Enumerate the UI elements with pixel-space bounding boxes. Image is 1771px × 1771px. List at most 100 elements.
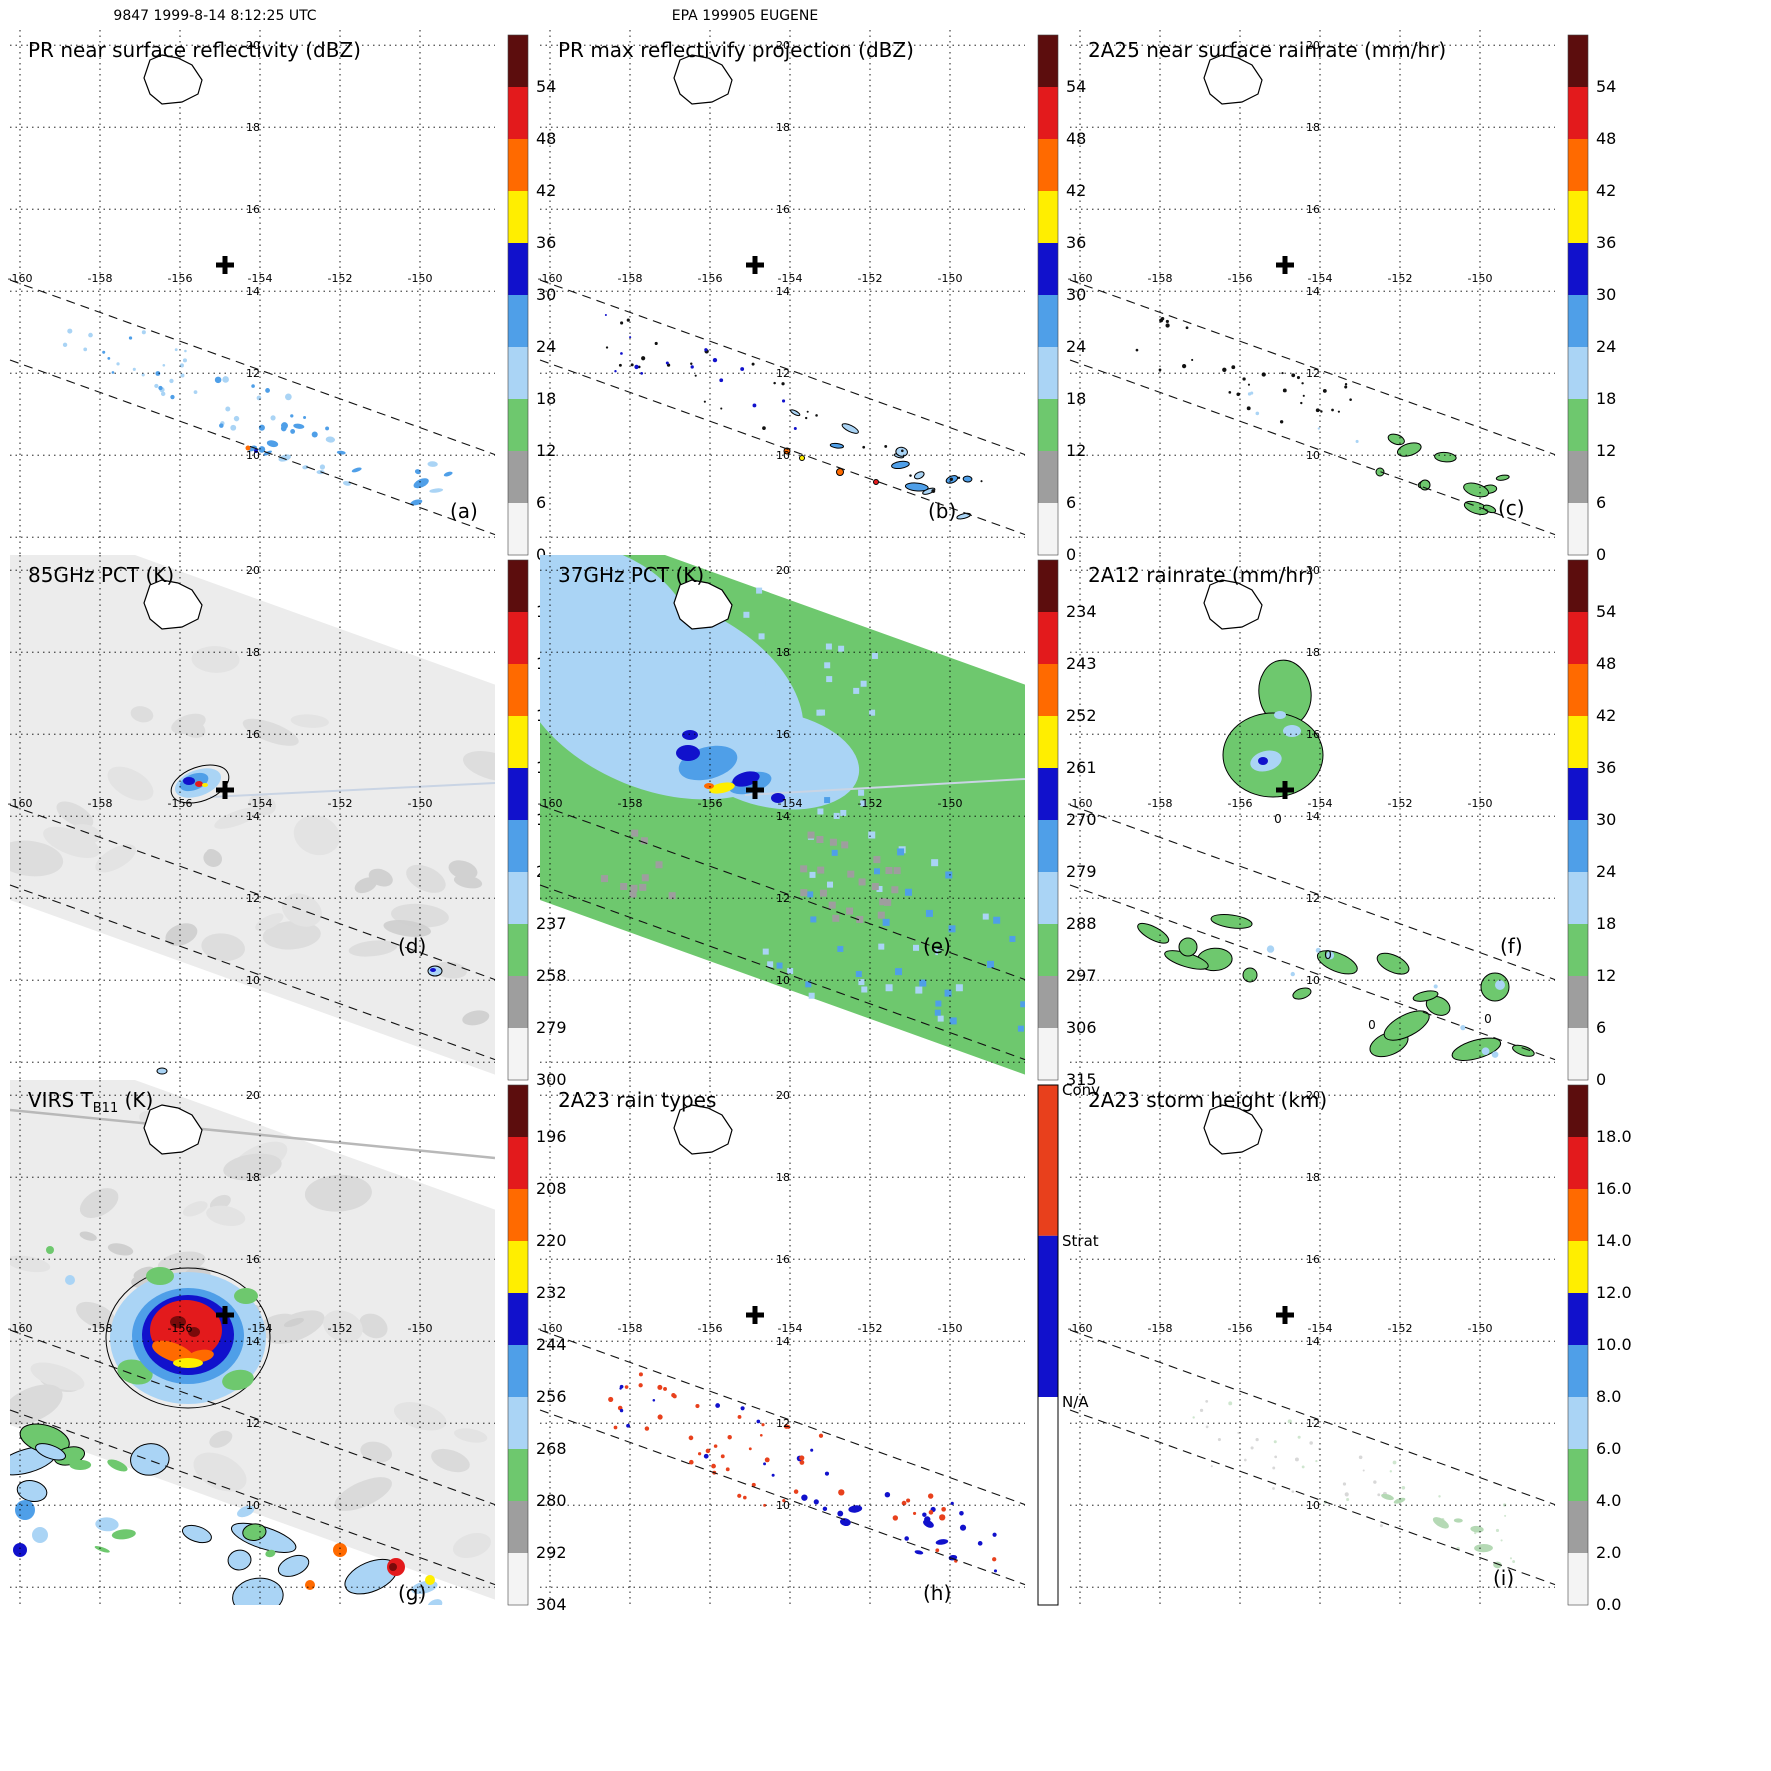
colorbar-a: 54 48 42 36 30 24 18 12 6 0: [507, 34, 556, 564]
lon-label: -150: [938, 1322, 963, 1335]
data-speckles: [862, 444, 983, 493]
colorbar-tick-label: 252: [1066, 706, 1097, 725]
feature-blob: [676, 745, 700, 761]
lat-label: 18: [1306, 121, 1320, 134]
lat-label: 10: [246, 449, 260, 462]
colorbar-tick-label: 0: [1596, 1070, 1606, 1089]
feature-blob: [188, 1327, 200, 1337]
lat-label: 20: [246, 39, 260, 52]
lat-label: 20: [776, 39, 790, 52]
lat-label: 18: [1306, 1171, 1320, 1184]
lat-label: 10: [246, 974, 260, 987]
panel-c: -160 -158 -156 -154 -152 -150 20 18 16 14 12 10 2A25…: [1068, 30, 1616, 564]
lon-label: -152: [1388, 272, 1413, 285]
lat-label: 14: [1306, 1335, 1320, 1348]
lat-label: 16: [246, 728, 260, 741]
lon-label: -158: [88, 272, 113, 285]
colorbar-tick-label: 14.0: [1596, 1231, 1632, 1250]
lat-label: 12: [246, 892, 260, 905]
colorbar-tick-label: 6.0: [1596, 1439, 1621, 1458]
lat-label: 18: [246, 121, 260, 134]
lon-label: -150: [408, 1322, 433, 1335]
panel-title-b: PR max reflectivify projection (dBZ): [558, 38, 914, 62]
lon-label: -150: [408, 797, 433, 810]
lon-label: -160: [8, 272, 33, 285]
data-speckles: [1266, 945, 1499, 1058]
panel-letter-f: (f): [1500, 934, 1523, 958]
lon-label: -160: [1068, 1322, 1093, 1335]
colorbar-tick-label: 10.0: [1596, 1335, 1632, 1354]
lat-label: 14: [776, 1335, 790, 1348]
colorbar-segment-label: N/A: [1062, 1393, 1089, 1411]
colorbar-tick-label: 36: [1596, 233, 1616, 252]
lon-label: -158: [618, 797, 643, 810]
map-area-i: [1192, 1399, 1516, 1569]
panel-title-a: PR near surface reflectivity (dBZ): [28, 38, 361, 62]
feature-blob: [709, 782, 735, 794]
colorbar-tick-label: 18.0: [1596, 1127, 1632, 1146]
colorbar-tick-label: 18: [1596, 389, 1616, 408]
panel-title-d: 85GHz PCT (K): [28, 563, 174, 587]
data-speckles: [1387, 433, 1510, 515]
lat-label: 16: [776, 1253, 790, 1266]
lon-label: -156: [698, 1322, 723, 1335]
lon-label: -156: [1228, 1322, 1253, 1335]
data-speckles: [1375, 467, 1431, 491]
data-speckles: [608, 1372, 824, 1494]
lon-label: -160: [538, 797, 563, 810]
storm-center-cross-marker: [216, 781, 234, 799]
lat-label: 18: [246, 1171, 260, 1184]
lat-label: 10: [776, 974, 790, 987]
colorbar-segment-label: Conv: [1062, 1081, 1100, 1099]
graticule: -160 -158 -156 -154 -152 -150 20 18 16 14 12 10: [8, 30, 495, 555]
lon-label: -158: [1148, 272, 1173, 285]
contour-label: 0: [1484, 1012, 1492, 1026]
colorbar-tick-label: 42: [536, 181, 556, 200]
colorbar-tick-label: 268: [536, 1439, 567, 1458]
data-speckles: [540, 555, 878, 819]
colorbar-f: 54 48 42 36 30 24 18 12 6 0: [1567, 559, 1616, 1089]
lon-label: -152: [858, 1322, 883, 1335]
feature-blob: [1258, 757, 1268, 765]
graticule: -160 -158 -156 -154 -152 -150 20 18 16 14 12 10: [1068, 555, 1555, 1080]
lon-label: -156: [168, 1322, 193, 1335]
swath-edge-line: [539, 804, 1026, 981]
lon-label: -156: [698, 272, 723, 285]
lon-label: -160: [1068, 272, 1093, 285]
colorbar-tick-label: 36: [1596, 758, 1616, 777]
feature-blob: [704, 783, 714, 789]
lon-label: -150: [1468, 1322, 1493, 1335]
lon-label: -154: [778, 1322, 803, 1335]
colorbar-tick-label: 261: [1066, 758, 1097, 777]
lon-label: -158: [618, 272, 643, 285]
colorbar-tick-label: 12: [1066, 441, 1086, 460]
lat-label: 14: [776, 285, 790, 298]
graticule: -160 -158 -156 -154 -152 -150 20 18 16 14 12 10: [538, 30, 1025, 555]
lon-label: -154: [1308, 797, 1333, 810]
colorbar-tick-label: 48: [1066, 129, 1086, 148]
colorbar-tick-label: 12: [1596, 441, 1616, 460]
colorbar-tick-label: 220: [536, 1231, 567, 1250]
swath-edge-line: [1069, 884, 1556, 1061]
swath-edge-line: [9, 884, 496, 1061]
colorbar-tick-label: 2.0: [1596, 1543, 1621, 1562]
feature-blob: [156, 1067, 168, 1075]
swath-edge-line: [9, 1329, 496, 1506]
data-speckles: [1247, 383, 1359, 443]
panel-i: -160 -158 -156 -154 -152 -150 20 18 16 14 12 10 2A23…: [1068, 1080, 1632, 1614]
lon-label: -160: [1068, 797, 1093, 810]
panel-b: -160 -158 -156 -154 -152 -150 20 18 16 14 12 10 PR m…: [538, 30, 1086, 564]
colorbar-c: 54 48 42 36 30 24 18 12 6 0: [1567, 34, 1616, 564]
lon-label: -156: [168, 797, 193, 810]
map-area-f: [1137, 659, 1535, 1061]
lat-label: 16: [1306, 1253, 1320, 1266]
swath-edge-line: [539, 884, 1026, 1061]
colorbar-tick-label: 244: [536, 1335, 567, 1354]
data-speckles: [790, 409, 973, 520]
data-speckles: [839, 1505, 958, 1561]
colorbar-tick-label: 48: [1596, 654, 1616, 673]
panel-letter-i: (i): [1493, 1566, 1514, 1590]
swath-edge-line: [539, 359, 1026, 536]
panel-letter-c: (c): [1498, 496, 1525, 520]
